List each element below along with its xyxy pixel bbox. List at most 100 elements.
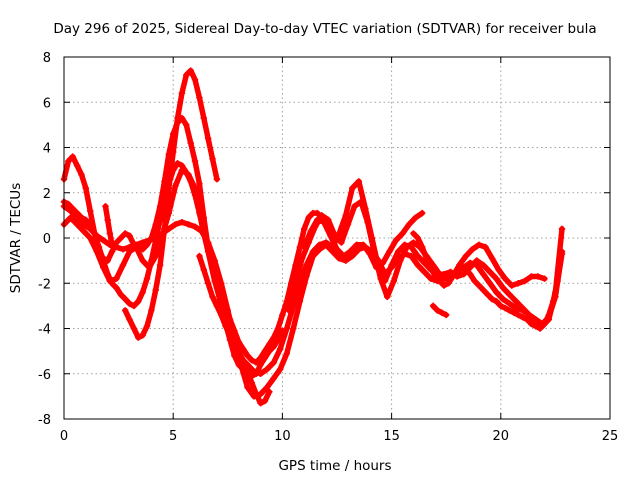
plus-marker (73, 162, 81, 169)
plus-marker (244, 384, 251, 391)
series-satellite-track-8 (301, 210, 425, 271)
plus-marker (80, 228, 87, 235)
series-satellite-track-11 (102, 203, 115, 248)
plus-marker (263, 366, 271, 373)
plus-marker (196, 180, 203, 187)
plus-marker (525, 311, 533, 319)
plus-marker (357, 198, 365, 205)
y-tick-label: -2 (38, 277, 51, 292)
plus-marker (244, 352, 251, 359)
plus-marker (172, 182, 179, 190)
plus-marker (106, 277, 114, 285)
plus-marker (204, 135, 212, 142)
plus-marker (414, 252, 422, 260)
plus-marker (320, 218, 328, 226)
plus-marker (414, 234, 422, 242)
plus-marker (211, 277, 218, 285)
plus-marker (458, 264, 465, 271)
plus-marker (421, 268, 428, 276)
plus-marker (499, 284, 507, 291)
plus-marker (412, 214, 419, 221)
plus-marker (541, 275, 548, 282)
plus-marker (353, 241, 360, 248)
plus-marker (165, 185, 173, 192)
y-tick-label: 2 (43, 187, 51, 202)
plus-marker (218, 280, 225, 287)
plus-marker (261, 347, 269, 355)
plus-marker (384, 293, 391, 301)
plus-marker (257, 361, 264, 368)
plus-marker (554, 277, 561, 285)
plus-marker (501, 275, 509, 282)
plus-marker (501, 304, 509, 312)
plus-marker (550, 298, 557, 305)
plus-marker (292, 280, 299, 287)
plus-marker (198, 228, 205, 235)
plus-marker (87, 225, 94, 233)
plus-marker (65, 157, 72, 165)
plus-marker (178, 166, 186, 174)
plus-marker (510, 309, 518, 316)
plus-marker (274, 336, 282, 344)
plus-marker (170, 148, 177, 156)
plus-marker (113, 275, 120, 282)
plus-marker (113, 243, 120, 251)
plus-marker (364, 218, 371, 226)
plus-marker (270, 343, 277, 350)
plus-marker (135, 334, 142, 341)
plus-marker (78, 171, 85, 178)
plus-marker (484, 291, 491, 298)
plus-marker (515, 311, 522, 319)
plus-marker (523, 316, 531, 323)
plus-marker (263, 384, 271, 391)
plus-marker (250, 368, 258, 375)
plus-marker (152, 234, 159, 242)
x-tick-label: 15 (383, 429, 400, 444)
plus-marker (257, 370, 264, 377)
plus-marker (303, 273, 310, 280)
plus-marker (108, 248, 116, 255)
plus-marker (132, 241, 140, 248)
plus-marker (185, 221, 192, 228)
plus-marker (512, 304, 520, 312)
plus-marker (185, 171, 192, 178)
plus-marker (342, 257, 349, 264)
plus-marker (519, 307, 526, 314)
plus-marker (104, 216, 111, 224)
plus-marker (493, 289, 500, 296)
plus-marker (475, 241, 483, 248)
plus-marker (126, 300, 133, 307)
plus-marker (528, 320, 535, 328)
plus-marker (224, 307, 231, 314)
plus-marker (244, 368, 251, 375)
plus-marker (342, 212, 349, 219)
plus-marker (183, 121, 190, 129)
plus-marker (135, 298, 142, 305)
plus-marker (381, 271, 389, 278)
series-satellite-track-7 (286, 199, 548, 314)
plus-marker (248, 356, 256, 364)
markers-satellite-track-8 (301, 209, 426, 271)
plus-marker (392, 237, 400, 244)
plus-marker (512, 298, 520, 305)
plus-marker (126, 316, 133, 323)
plus-marker (130, 325, 138, 332)
plus-marker (360, 241, 367, 248)
plus-marker (152, 252, 159, 260)
plus-marker (87, 234, 94, 242)
plus-marker (388, 264, 395, 271)
y-tick-label: 6 (43, 96, 51, 111)
plus-marker (471, 277, 478, 285)
plus-marker (480, 261, 487, 269)
plus-marker (558, 250, 566, 258)
plus-marker (429, 302, 437, 310)
plus-marker (493, 275, 500, 282)
plus-marker (143, 323, 151, 330)
y-tick-label: 0 (43, 232, 51, 247)
plus-marker (211, 257, 218, 264)
plus-marker (274, 325, 282, 332)
plus-marker (532, 316, 539, 323)
plus-marker (377, 275, 384, 282)
x-tick-label: 5 (169, 429, 177, 444)
plus-marker (370, 248, 378, 255)
